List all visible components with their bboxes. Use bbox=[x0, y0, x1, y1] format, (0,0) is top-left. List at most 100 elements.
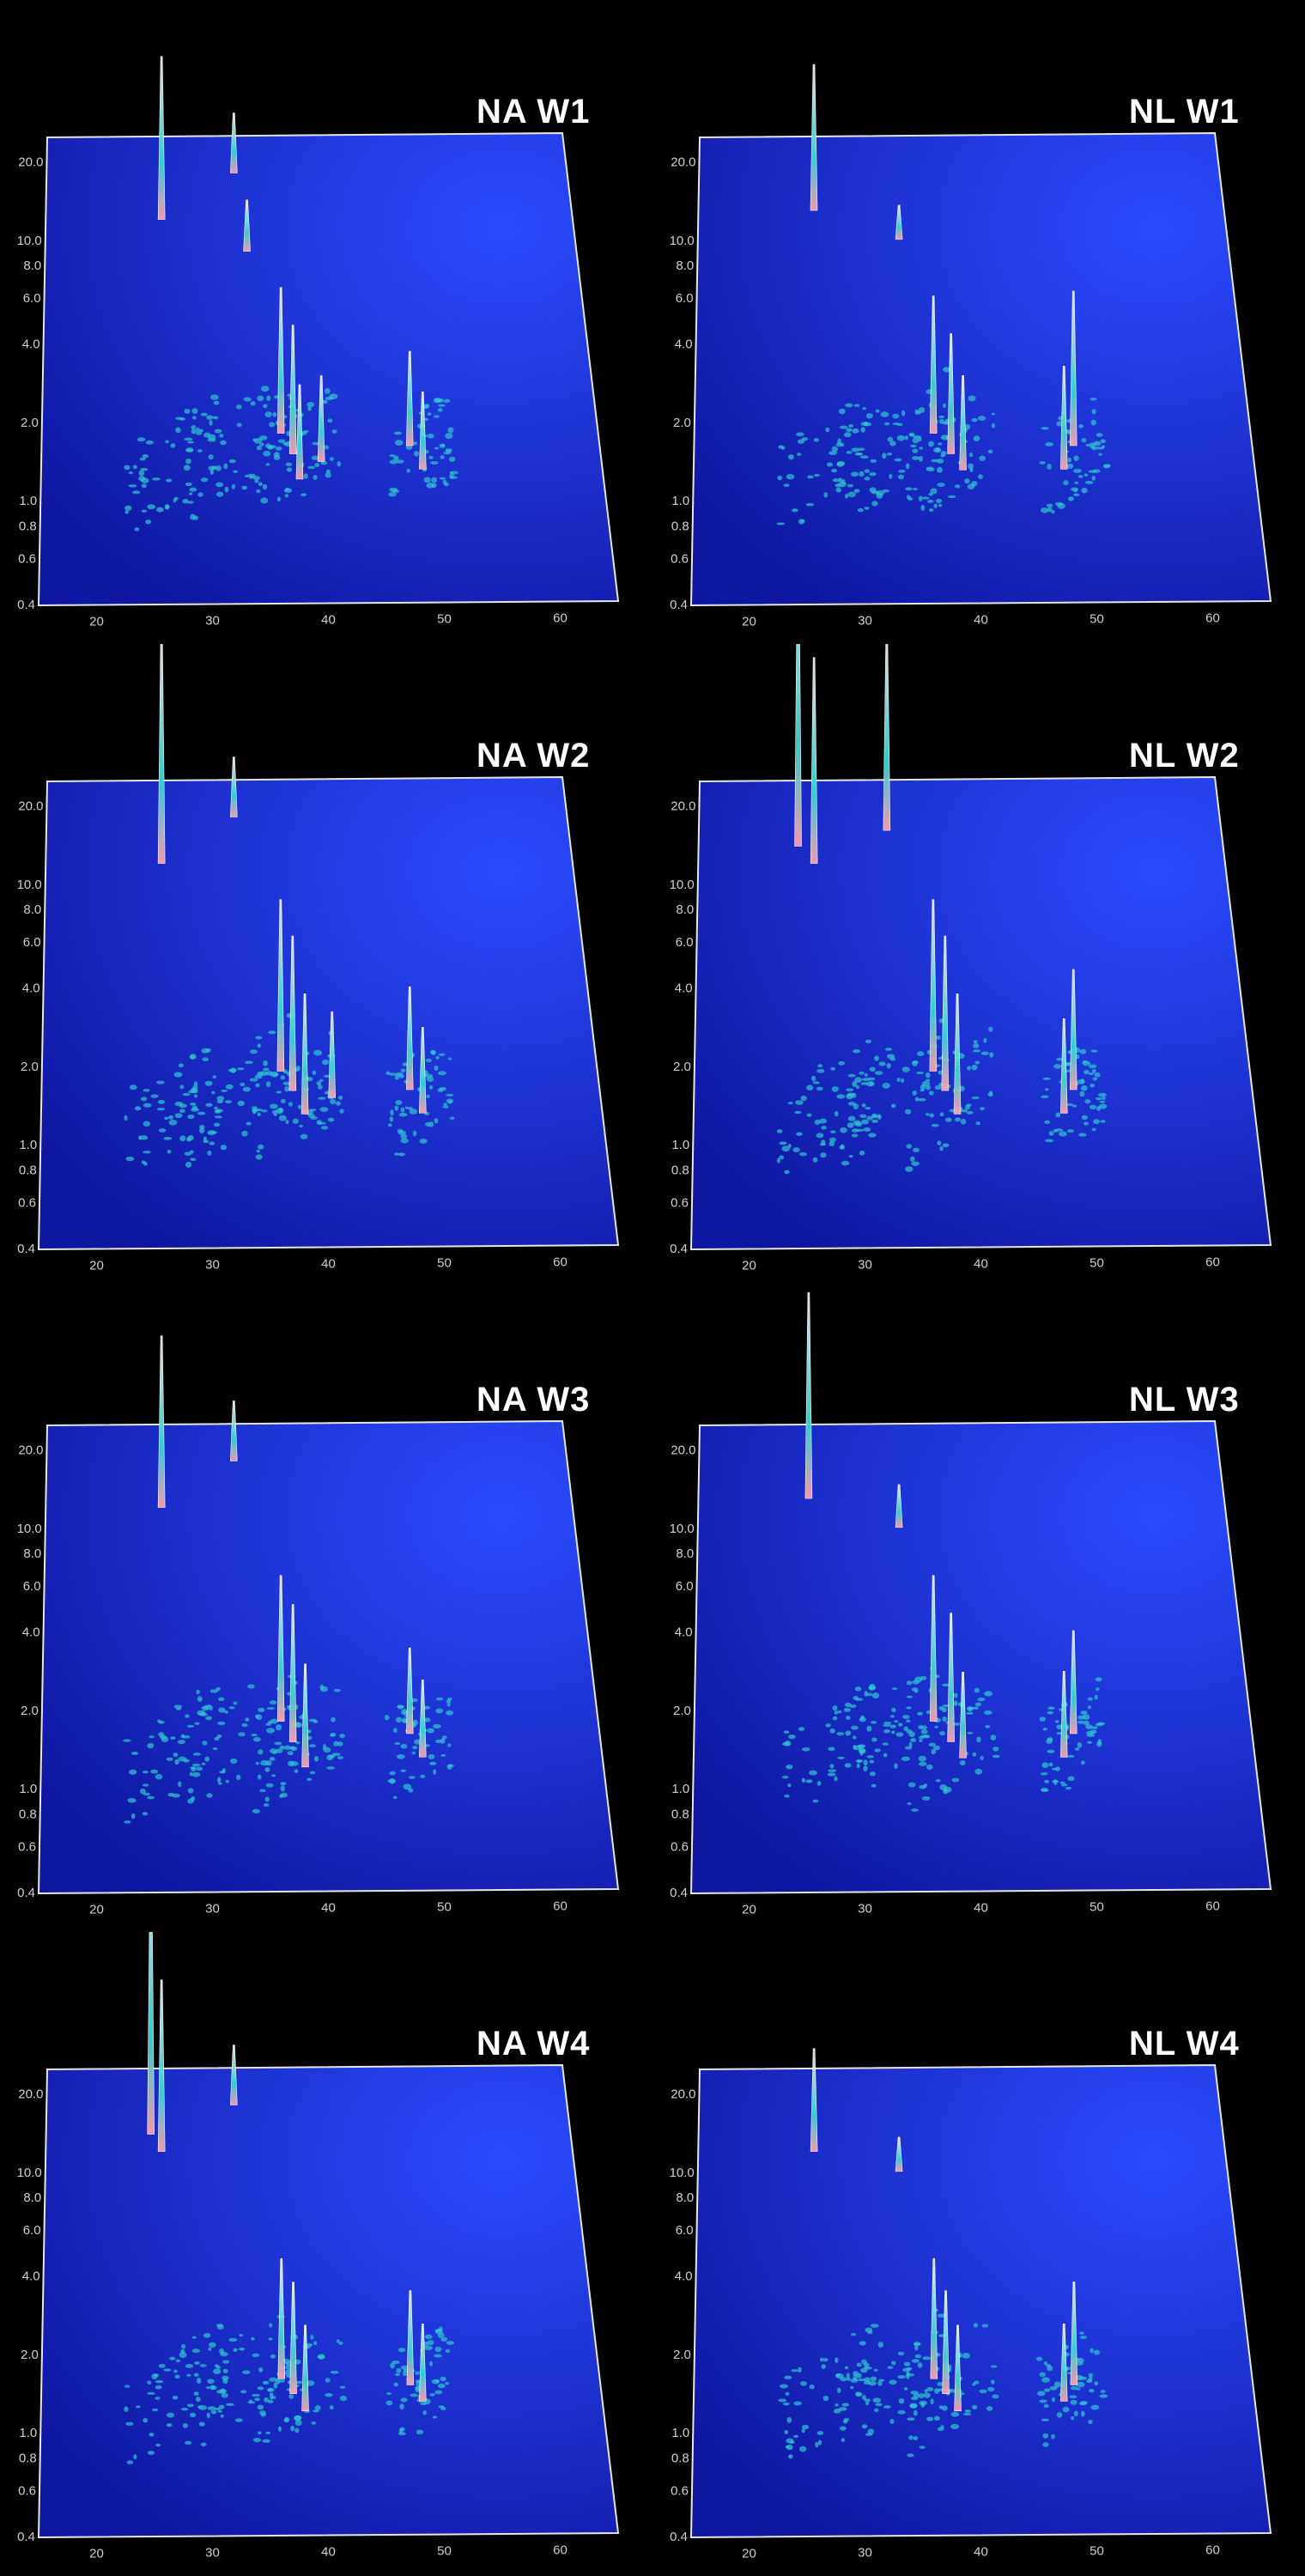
noise-blob bbox=[294, 2415, 302, 2421]
noise-blob bbox=[287, 1751, 294, 1756]
noise-blob bbox=[791, 2369, 799, 2372]
noise-blob bbox=[210, 2409, 217, 2415]
noise-blob bbox=[962, 2353, 970, 2359]
noise-blob bbox=[252, 2353, 260, 2357]
noise-blob bbox=[267, 2387, 275, 2392]
panel-title: NA W1 bbox=[476, 93, 591, 131]
noise-blob bbox=[320, 1686, 328, 1692]
noise-blob bbox=[124, 510, 129, 514]
panel-na-w1: 20 30 40 50 60 0.4 0.6 0.8 1.0 2.0 4.0 6.0 8.0 10.0 20… bbox=[0, 0, 652, 644]
noise-blob bbox=[300, 1133, 308, 1139]
noise-blob bbox=[919, 2445, 926, 2450]
x-tick-label: 40 bbox=[974, 613, 988, 628]
noise-blob bbox=[257, 395, 264, 402]
noise-blob bbox=[435, 1697, 444, 1701]
noise-blob bbox=[871, 1783, 877, 1788]
noise-blob bbox=[854, 1077, 862, 1083]
noise-blob bbox=[163, 2368, 172, 2372]
noise-blob bbox=[186, 501, 194, 504]
noise-blob bbox=[294, 1769, 299, 1773]
noise-blob bbox=[938, 415, 945, 419]
y-tick-label: 2.0 bbox=[673, 416, 691, 430]
noise-blob bbox=[859, 471, 865, 477]
noise-blob bbox=[229, 1758, 238, 1764]
noise-blob bbox=[1081, 438, 1087, 443]
noise-blob bbox=[235, 1774, 241, 1781]
noise-blob bbox=[401, 1709, 408, 1716]
noise-blob bbox=[184, 409, 191, 414]
noise-blob bbox=[311, 455, 319, 460]
noise-blob bbox=[871, 1721, 877, 1724]
noise-blob bbox=[252, 476, 260, 481]
y-tick-label: 0.4 bbox=[670, 1886, 688, 1900]
noise-blob bbox=[853, 1103, 859, 1110]
noise-blob bbox=[435, 1708, 444, 1714]
y-tick-label: 6.0 bbox=[676, 291, 694, 306]
noise-blob bbox=[190, 1766, 197, 1770]
x-tick-label: 30 bbox=[858, 1258, 872, 1273]
noise-blob bbox=[1051, 510, 1055, 514]
noise-blob bbox=[1096, 1687, 1100, 1692]
noise-blob bbox=[278, 1115, 287, 1121]
noise-blob bbox=[845, 1730, 852, 1736]
noise-blob bbox=[776, 1157, 780, 1163]
noise-blob bbox=[434, 447, 440, 450]
noise-blob bbox=[1067, 496, 1074, 501]
noise-blob bbox=[851, 1133, 859, 1138]
noise-blob bbox=[186, 2373, 191, 2377]
panel-title: NL W4 bbox=[1129, 2025, 1240, 2063]
noise-blob bbox=[778, 445, 784, 449]
noise-blob bbox=[861, 1103, 866, 1108]
noise-blob bbox=[214, 2407, 222, 2410]
noise-blob bbox=[1099, 1103, 1108, 1109]
noise-blob bbox=[389, 454, 396, 458]
y-tick-label: 6.0 bbox=[676, 1579, 694, 1594]
noise-blob bbox=[285, 462, 293, 466]
noise-blob bbox=[228, 2337, 238, 2342]
noise-blob bbox=[179, 1084, 185, 1090]
noise-blob bbox=[846, 451, 853, 454]
noise-blob bbox=[240, 1082, 246, 1087]
noise-blob bbox=[271, 1774, 276, 1777]
noise-blob bbox=[143, 1162, 148, 1166]
noise-blob bbox=[156, 507, 164, 513]
y-tick-label: 1.0 bbox=[671, 494, 689, 508]
noise-blob bbox=[856, 1128, 865, 1133]
noise-blob bbox=[826, 462, 834, 467]
noise-blob bbox=[863, 1765, 868, 1772]
surface-plot-na-w2: 20 30 40 50 600.40.60.81.02.04.06.08.010.020… bbox=[17, 644, 620, 1273]
noise-blob bbox=[904, 435, 909, 440]
noise-blob bbox=[147, 1742, 155, 1749]
noise-blob bbox=[906, 1680, 913, 1686]
noise-blob bbox=[263, 450, 271, 457]
noise-blob bbox=[991, 2379, 995, 2385]
noise-blob bbox=[384, 1714, 390, 1721]
noise-blob bbox=[294, 2420, 302, 2427]
noise-blob bbox=[1071, 1104, 1077, 1108]
surface-plot-na-w1: 20 30 40 50 600.40.60.81.02.04.06.08.010.020… bbox=[17, 56, 620, 629]
noise-blob bbox=[434, 1118, 439, 1124]
noise-blob bbox=[964, 423, 971, 430]
noise-blob bbox=[1049, 2385, 1058, 2391]
noise-blob bbox=[951, 1777, 960, 1783]
noise-blob bbox=[910, 2391, 920, 2395]
noise-blob bbox=[208, 2342, 216, 2348]
noise-blob bbox=[1070, 2399, 1077, 2405]
noise-blob bbox=[798, 1727, 805, 1732]
noise-blob bbox=[911, 1161, 920, 1166]
noise-blob bbox=[1051, 1767, 1059, 1771]
noise-blob bbox=[431, 483, 437, 489]
x-tick-label: 20 bbox=[742, 615, 756, 629]
noise-blob bbox=[423, 477, 431, 483]
noise-blob bbox=[887, 436, 894, 442]
noise-blob bbox=[445, 2348, 451, 2354]
noise-blob bbox=[906, 1719, 911, 1723]
noise-blob bbox=[784, 1740, 792, 1747]
noise-blob bbox=[1084, 480, 1094, 484]
noise-blob bbox=[252, 1808, 260, 1814]
noise-blob bbox=[918, 1097, 926, 1102]
noise-blob bbox=[149, 2433, 155, 2437]
noise-blob bbox=[169, 2356, 176, 2360]
noise-blob bbox=[876, 493, 883, 499]
noise-blob bbox=[848, 424, 854, 428]
